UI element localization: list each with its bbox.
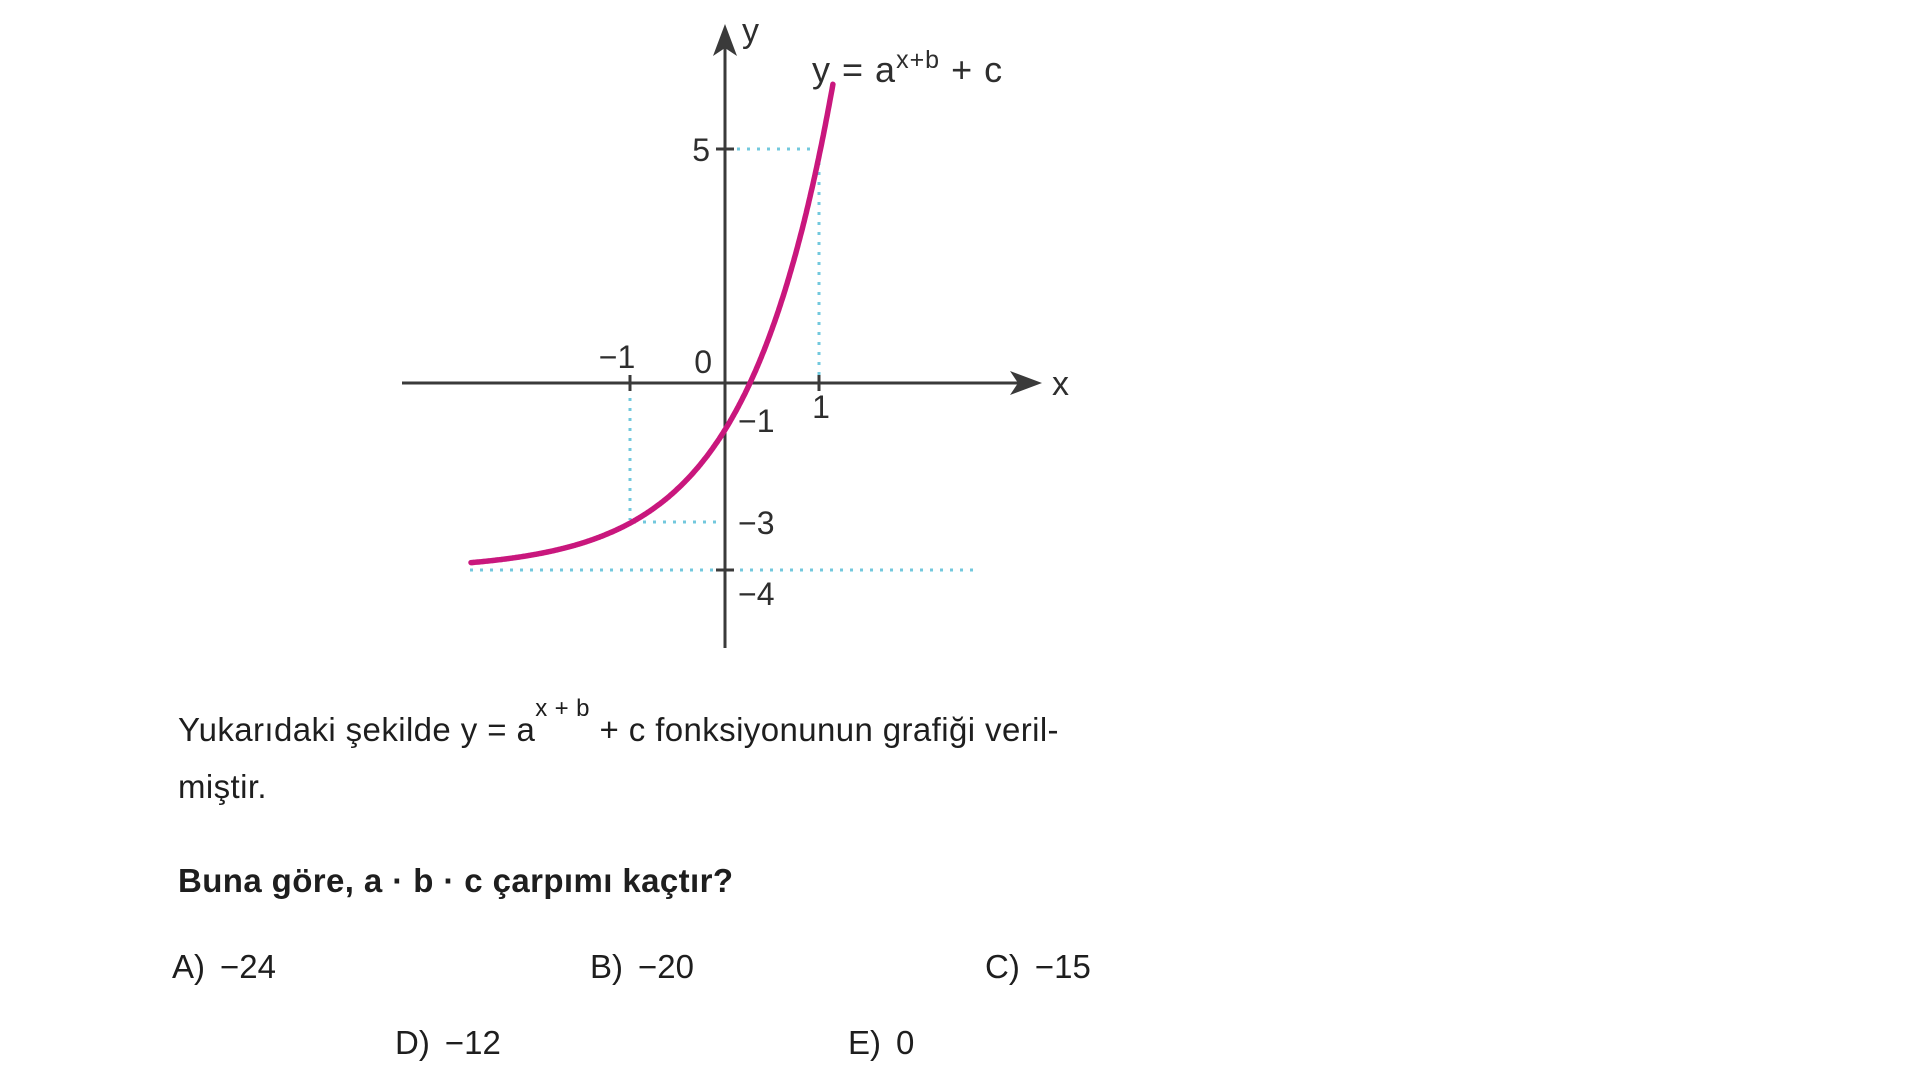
y-axis-label: y: [742, 12, 759, 50]
option-c-value: −15: [1034, 948, 1091, 985]
option-e-value: 0: [896, 1024, 915, 1061]
x-axis-arrowhead-icon: [1010, 371, 1042, 395]
xtick-label-1: 1: [812, 389, 830, 425]
paragraph-line1-before-sup: Yukarıdaki şekilde y = a: [178, 711, 536, 748]
ytick-label-minus1: −1: [738, 403, 774, 439]
option-a: A) −24: [172, 948, 276, 986]
paragraph-superscript: x + b: [535, 695, 590, 722]
option-c-letter: C): [985, 948, 1020, 985]
paragraph-line2: miştir.: [178, 768, 267, 805]
exponential-curve: [468, 81, 836, 566]
option-e: E) 0: [848, 1024, 914, 1062]
option-a-letter: A): [172, 948, 205, 985]
option-c: C) −15: [985, 948, 1091, 986]
paragraph-line1-after-sup: + c fonksiyonunun grafiği veril-: [589, 711, 1059, 748]
equation-base-right: + c: [940, 49, 1003, 90]
xtick-label-minus1: −1: [599, 339, 635, 375]
equation-superscript: x+b: [896, 46, 940, 74]
origin-label: 0: [694, 344, 712, 380]
option-d-value: −12: [444, 1024, 501, 1061]
option-b: B) −20: [590, 948, 694, 986]
ytick-label-minus4: −4: [738, 576, 774, 612]
x-axis-label: x: [1052, 365, 1069, 403]
question-paragraph: Yukarıdaki şekilde y = ax + b + c fonksi…: [178, 697, 1059, 815]
option-b-letter: B): [590, 948, 623, 985]
option-d: D) −12: [395, 1024, 501, 1062]
ytick-label-5: 5: [692, 132, 710, 168]
y-axis-arrowhead-icon: [713, 24, 737, 56]
option-e-letter: E): [848, 1024, 881, 1061]
option-a-value: −24: [220, 948, 276, 985]
equation-base-left: y = a: [812, 49, 896, 90]
curve-equation-label: y = ax+b + c: [812, 46, 1003, 90]
function-graph: y x y = ax+b + c 5 0 −1 1 −1 −3 −4: [402, 12, 1069, 648]
question-prompt: Buna göre, a · b · c çarpımı kaçtır?: [178, 862, 734, 899]
option-b-value: −20: [638, 948, 694, 985]
option-d-letter: D): [395, 1024, 430, 1061]
ytick-label-minus3: −3: [738, 505, 774, 541]
